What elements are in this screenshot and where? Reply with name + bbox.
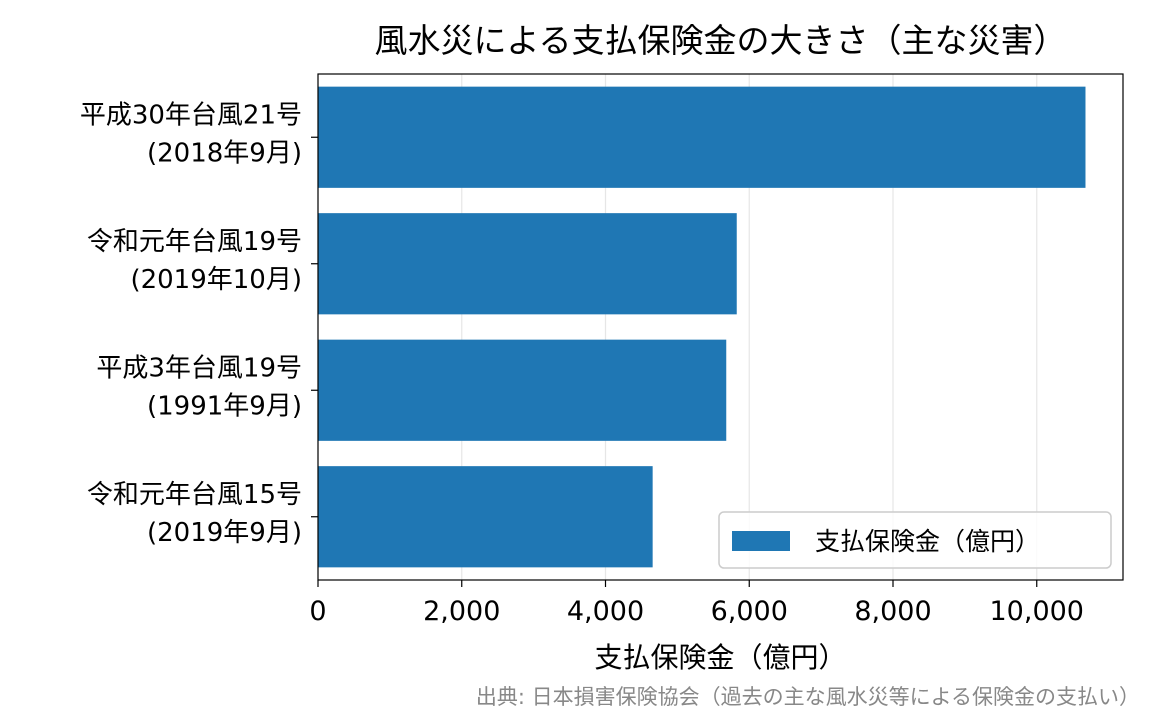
y-tick-label-line: 平成30年台風21号 [80,100,302,130]
y-tick-label: 平成3年台風19号 (1991年9月) [96,353,302,421]
bar [318,213,737,315]
y-tick-label-line: 令和元年台風15号 [87,480,302,510]
plot-area: 0 2,000 4,000 6,000 8,000 10,000 平成30年台風21号 (20… [80,73,1124,627]
legend-swatch [732,531,790,551]
y-tick-label-line: (2019年10月) [130,265,302,295]
y-tick-label: 令和元年台風15号 (2019年9月) [87,480,302,548]
x-tick-label: 4,000 [567,596,644,627]
chart-title: 風水災による支払保険金の大きさ（主な災害） [374,21,1066,60]
x-tick-label: 8,000 [854,596,931,627]
y-tick-label-line: (1991年9月) [147,391,302,421]
y-tick-label-line: (2019年9月) [147,518,302,548]
y-tick-label: 平成30年台風21号 (2018年9月) [80,100,302,168]
y-tick-label-line: (2018年9月) [147,138,302,168]
y-tick-label-line: 令和元年台風19号 [87,227,302,257]
x-tick-label: 6,000 [711,596,788,627]
x-axis-label: 支払保険金（億円） [594,641,846,674]
plot-frame [317,73,1124,581]
x-tick-label: 2,000 [423,596,500,627]
bar [318,466,653,568]
legend-label: 支払保険金（億円） [815,527,1040,556]
bar [318,339,727,441]
legend: 支払保険金（億円） [718,511,1112,569]
x-tick-label: 0 [309,596,326,627]
legend-frame [718,511,1112,569]
y-tick-label: 令和元年台風19号 (2019年10月) [87,227,302,295]
x-tick-label: 10,000 [990,596,1084,627]
source-note: 出典: 日本損害保険協会（過去の主な風水災等による保険金の支払い） [476,685,1140,709]
bar [318,86,1086,188]
y-tick-label-line: 平成3年台風19号 [96,353,302,383]
